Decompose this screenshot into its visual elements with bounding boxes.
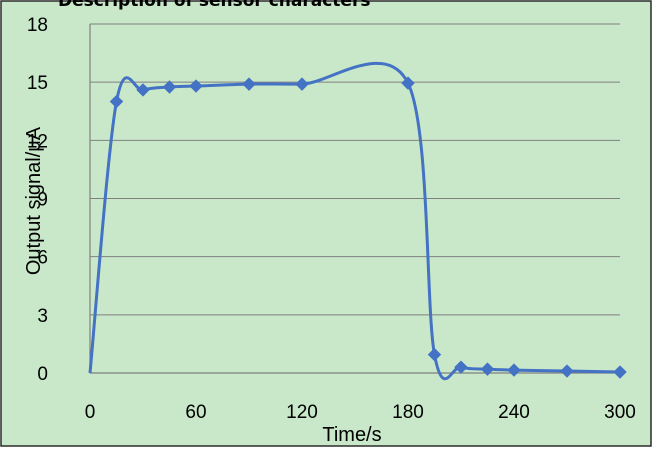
data-point-marker bbox=[242, 77, 256, 91]
y-tick-label: 15 bbox=[27, 73, 48, 94]
y-tick-label: 0 bbox=[37, 364, 48, 385]
y-tick-label: 18 bbox=[27, 15, 48, 36]
series-line bbox=[88, 61, 621, 381]
y-tick-label: 12 bbox=[27, 131, 48, 152]
data-point-marker bbox=[480, 362, 495, 376]
data-point-marker bbox=[189, 79, 203, 93]
data-point-marker bbox=[136, 83, 150, 97]
x-axis-title: Time/s bbox=[322, 424, 381, 446]
data-point-marker bbox=[613, 365, 627, 379]
data-point-marker bbox=[401, 76, 415, 90]
x-tick-label: 300 bbox=[604, 402, 636, 423]
data-point-marker bbox=[109, 94, 124, 109]
data-point-marker bbox=[162, 80, 177, 94]
data-point-marker bbox=[295, 77, 309, 91]
chart-title: Description of sensor characters bbox=[58, 0, 370, 11]
y-tick-label: 9 bbox=[37, 190, 48, 211]
x-tick-label: 180 bbox=[392, 402, 424, 423]
x-tick-label: 120 bbox=[286, 402, 318, 423]
series-layer bbox=[88, 61, 627, 381]
data-point-marker bbox=[560, 364, 574, 378]
data-point-marker bbox=[427, 347, 442, 362]
x-tick-label: 60 bbox=[185, 402, 206, 423]
axes bbox=[89, 24, 620, 374]
data-point-marker bbox=[454, 360, 468, 374]
x-tick-label: 240 bbox=[498, 402, 530, 423]
y-tick-label: 3 bbox=[37, 306, 48, 327]
y-tick-label: 6 bbox=[37, 248, 48, 269]
gridlines bbox=[90, 23, 620, 316]
x-tick-label: 0 bbox=[85, 402, 96, 423]
data-point-marker bbox=[507, 363, 521, 377]
y-axis-title: Output signal/μA bbox=[23, 126, 45, 275]
